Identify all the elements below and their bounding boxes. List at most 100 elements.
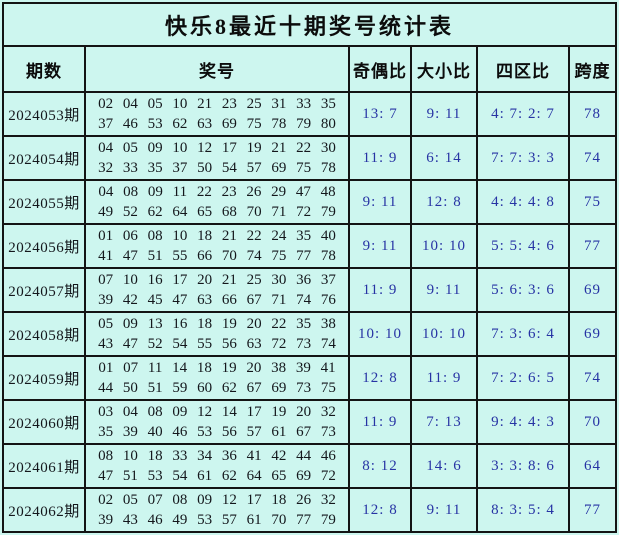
four-zone-cell: 7: 7: 3: 3 [478, 137, 570, 179]
odd-even-cell: 11: 9 [350, 137, 412, 179]
table-row: 2024056期 01 06 08 10 18 21 22 24 35 40 4… [4, 223, 615, 267]
numbers-cell: 04 05 09 10 12 17 19 21 22 30 32 33 35 3… [86, 137, 350, 179]
four-zone-cell: 7: 2: 6: 5 [478, 357, 570, 399]
header-odd-even: 奇偶比 [350, 47, 412, 91]
odd-even-cell: 8: 12 [350, 445, 412, 487]
span-cell: 77 [584, 501, 601, 518]
numbers-line1: 02 04 05 10 21 23 25 31 33 35 [98, 95, 336, 112]
period-cell: 2024061期 [4, 445, 86, 487]
span-cell: 75 [584, 193, 601, 210]
numbers-line1: 01 06 08 10 18 21 22 24 35 40 [98, 227, 336, 244]
span-cell: 69 [584, 325, 601, 342]
table-row: 2024060期 03 04 08 09 12 14 17 19 20 32 3… [4, 399, 615, 443]
span-cell: 69 [584, 281, 601, 298]
big-small-cell: 9: 11 [412, 269, 478, 311]
numbers-line2: 39 43 46 49 53 57 61 70 77 79 [98, 511, 336, 528]
odd-even-cell: 12: 8 [350, 489, 412, 531]
header-span: 跨度 [574, 61, 611, 81]
header-four-zone: 四区比 [478, 47, 570, 91]
numbers-cell: 03 04 08 09 12 14 17 19 20 32 35 39 40 4… [86, 401, 350, 443]
numbers-line1: 08 10 18 33 34 36 41 42 44 46 [98, 447, 336, 464]
numbers-line2: 35 39 40 46 53 56 57 61 67 73 [98, 423, 336, 440]
numbers-cell: 04 08 09 11 22 23 26 29 47 48 49 52 62 6… [86, 181, 350, 223]
numbers-line1: 07 10 16 17 20 21 25 30 36 37 [98, 271, 336, 288]
numbers-line1: 02 05 07 08 09 12 17 18 26 32 [98, 491, 336, 508]
table-row: 2024055期 04 08 09 11 22 23 26 29 47 48 4… [4, 179, 615, 223]
numbers-cell: 01 07 11 14 18 19 20 38 39 41 44 50 51 5… [86, 357, 350, 399]
numbers-line2: 44 50 51 59 60 62 67 69 73 75 [98, 379, 336, 396]
big-small-cell: 9: 11 [412, 489, 478, 531]
big-small-cell: 11: 9 [412, 357, 478, 399]
numbers-line1: 05 09 13 16 18 19 20 22 35 38 [98, 315, 336, 332]
four-zone-cell: 5: 5: 4: 6 [478, 225, 570, 267]
odd-even-cell: 9: 11 [350, 181, 412, 223]
numbers-line2: 41 47 51 55 66 70 74 75 77 78 [98, 247, 336, 264]
numbers-line1: 01 07 11 14 18 19 20 38 39 41 [98, 359, 336, 376]
table-row: 2024053期 02 04 05 10 21 23 25 31 33 35 3… [4, 91, 615, 135]
numbers-cell: 05 09 13 16 18 19 20 22 35 38 43 47 52 5… [86, 313, 350, 355]
header-big-small: 大小比 [412, 47, 478, 91]
big-small-cell: 9: 11 [412, 93, 478, 135]
table-row: 2024058期 05 09 13 16 18 19 20 22 35 38 4… [4, 311, 615, 355]
numbers-line1: 04 08 09 11 22 23 26 29 47 48 [98, 183, 336, 200]
period-cell: 2024060期 [4, 401, 86, 443]
period-cell: 2024054期 [4, 137, 86, 179]
four-zone-cell: 4: 4: 4: 8 [478, 181, 570, 223]
odd-even-cell: 13: 7 [350, 93, 412, 135]
span-cell: 78 [584, 105, 601, 122]
period-cell: 2024058期 [4, 313, 86, 355]
big-small-cell: 14: 6 [412, 445, 478, 487]
period-cell: 2024055期 [4, 181, 86, 223]
numbers-cell: 02 04 05 10 21 23 25 31 33 35 37 46 53 6… [86, 93, 350, 135]
table-row: 2024062期 02 05 07 08 09 12 17 18 26 32 3… [4, 487, 615, 531]
table-row: 2024059期 01 07 11 14 18 19 20 38 39 41 4… [4, 355, 615, 399]
numbers-line2: 39 42 45 47 63 66 67 71 74 76 [98, 291, 336, 308]
four-zone-cell: 8: 3: 5: 4 [478, 489, 570, 531]
table-row: 2024057期 07 10 16 17 20 21 25 30 36 37 3… [4, 267, 615, 311]
big-small-cell: 12: 8 [412, 181, 478, 223]
numbers-line2: 32 33 35 37 50 54 57 69 75 78 [98, 159, 336, 176]
odd-even-cell: 10: 10 [350, 313, 412, 355]
big-small-cell: 7: 13 [412, 401, 478, 443]
period-cell: 2024057期 [4, 269, 86, 311]
span-cell: 74 [584, 369, 601, 386]
table-row: 2024054期 04 05 09 10 12 17 19 21 22 30 3… [4, 135, 615, 179]
four-zone-cell: 5: 6: 3: 6 [478, 269, 570, 311]
numbers-line2: 49 52 62 64 65 68 70 71 72 79 [98, 203, 336, 220]
span-cell: 74 [584, 149, 601, 166]
big-small-cell: 10: 10 [412, 313, 478, 355]
odd-even-cell: 11: 9 [350, 269, 412, 311]
numbers-line1: 03 04 08 09 12 14 17 19 20 32 [98, 403, 336, 420]
odd-even-cell: 9: 11 [350, 225, 412, 267]
odd-even-cell: 12: 8 [350, 357, 412, 399]
table-row: 2024061期 08 10 18 33 34 36 41 42 44 46 4… [4, 443, 615, 487]
numbers-cell: 07 10 16 17 20 21 25 30 36 37 39 42 45 4… [86, 269, 350, 311]
numbers-line1: 04 05 09 10 12 17 19 21 22 30 [98, 139, 336, 156]
span-cell: 70 [584, 413, 601, 430]
numbers-line2: 37 46 53 62 63 69 75 78 79 80 [98, 115, 336, 132]
four-zone-cell: 9: 4: 4: 3 [478, 401, 570, 443]
header-period: 期数 [4, 47, 86, 91]
period-cell: 2024062期 [4, 489, 86, 531]
odd-even-cell: 11: 9 [350, 401, 412, 443]
four-zone-cell: 7: 3: 6: 4 [478, 313, 570, 355]
numbers-cell: 02 05 07 08 09 12 17 18 26 32 39 43 46 4… [86, 489, 350, 531]
span-cell: 77 [584, 237, 601, 254]
table-header-row: 期数 奖号 奇偶比 大小比 四区比 跨度 [4, 47, 615, 91]
period-cell: 2024056期 [4, 225, 86, 267]
period-cell: 2024059期 [4, 357, 86, 399]
numbers-cell: 01 06 08 10 18 21 22 24 35 40 41 47 51 5… [86, 225, 350, 267]
numbers-cell: 08 10 18 33 34 36 41 42 44 46 47 51 53 5… [86, 445, 350, 487]
four-zone-cell: 4: 7: 2: 7 [478, 93, 570, 135]
four-zone-cell: 3: 3: 8: 6 [478, 445, 570, 487]
table-title: 快乐8最近十期奖号统计表 [4, 4, 615, 47]
big-small-cell: 10: 10 [412, 225, 478, 267]
header-numbers: 奖号 [86, 47, 350, 91]
numbers-line2: 47 51 53 54 61 62 64 65 69 72 [98, 467, 336, 484]
numbers-line2: 43 47 52 54 55 56 63 72 73 74 [98, 335, 336, 352]
period-cell: 2024053期 [4, 93, 86, 135]
span-cell: 64 [584, 457, 601, 474]
big-small-cell: 6: 14 [412, 137, 478, 179]
